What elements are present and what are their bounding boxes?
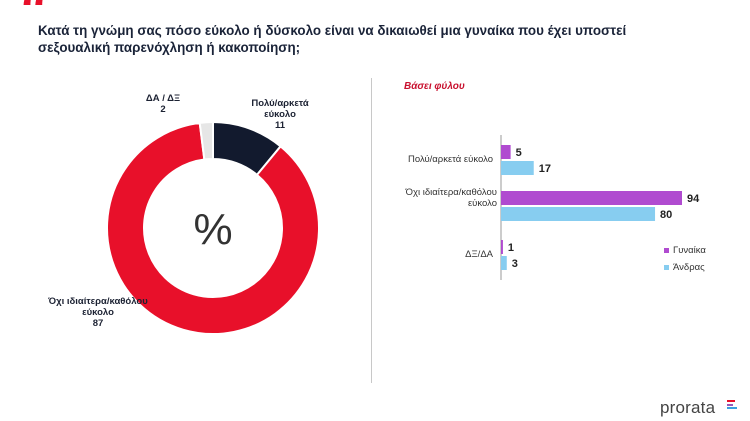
category-label-dk: ΔΞ/ΔΑ bbox=[465, 249, 493, 260]
bar-value-dk-women: 1 bbox=[508, 242, 514, 254]
bar-not-easy-men bbox=[501, 207, 656, 221]
prorata-logo: prorata bbox=[660, 398, 716, 417]
section-divider bbox=[371, 78, 372, 383]
bar-dk-women bbox=[501, 240, 503, 254]
pie-label-easy-value: 11 bbox=[274, 120, 286, 131]
pie-label-dk: ΔΑ / ΔΞ 2 bbox=[128, 93, 198, 115]
donut-center-label: % bbox=[193, 205, 232, 254]
bar-dk-men bbox=[501, 256, 507, 270]
pie-label-not-easy: Όχι ιδιαίτερα/καθόλου εύκολο 87 bbox=[44, 296, 152, 329]
bar-value-easy-men: 17 bbox=[539, 163, 551, 175]
pie-label-dk-text: ΔΑ / ΔΞ bbox=[145, 93, 181, 104]
bar-easy-women bbox=[501, 145, 511, 159]
bar-value-dk-men: 3 bbox=[512, 258, 518, 270]
bar-value-easy-women: 5 bbox=[516, 147, 522, 159]
pie-slice-not-easy bbox=[106, 121, 320, 335]
pie-slice-dk bbox=[198, 120, 214, 161]
legend-item-women: Γυναίκα bbox=[664, 245, 706, 256]
legend-swatch-men bbox=[664, 265, 669, 270]
pie-label-not-easy-text: Όχι ιδιαίτερα/καθόλου εύκολο bbox=[48, 296, 148, 318]
logo-bars-icon bbox=[727, 400, 737, 413]
bar-chart-subtitle: Βάσει φύλου bbox=[404, 81, 465, 92]
bar-value-not-easy-men: 80 bbox=[660, 209, 672, 221]
bar-easy-men bbox=[501, 161, 534, 175]
category-label-easy: Πολύ/αρκετά εύκολο bbox=[407, 154, 493, 165]
legend-item-men: Άνδρας bbox=[664, 262, 706, 273]
legend-label-men: Άνδρας bbox=[673, 262, 705, 273]
bar-not-easy-women bbox=[501, 191, 682, 205]
bar-value-not-easy-women: 94 bbox=[687, 193, 700, 205]
pie-label-easy-text: Πολύ/αρκετά εύκολο bbox=[251, 98, 309, 120]
question-title: Κατά τη γνώμη σας πόσο εύκολο ή δύσκολο … bbox=[38, 23, 627, 55]
legend-label-women: Γυναίκα bbox=[673, 245, 706, 256]
bar-legend: Γυναίκα Άνδρας bbox=[664, 245, 706, 279]
category-label-not-easy: Όχι ιδιαίτερα/καθόλου εύκολο bbox=[405, 187, 497, 209]
quote-icon: “ bbox=[20, 0, 50, 42]
legend-swatch-women bbox=[664, 248, 669, 253]
pie-label-easy: Πολύ/αρκετά εύκολο 11 bbox=[240, 98, 320, 131]
pie-label-dk-value: 2 bbox=[160, 104, 166, 115]
pie-label-not-easy-value: 87 bbox=[92, 318, 104, 329]
